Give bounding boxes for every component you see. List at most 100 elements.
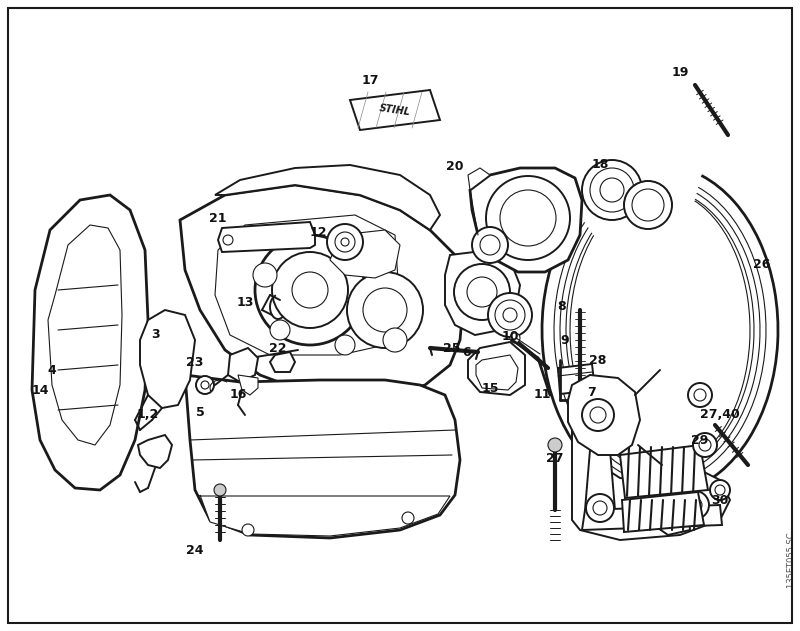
Text: 21: 21 <box>210 211 226 225</box>
Text: 12: 12 <box>310 225 326 239</box>
Polygon shape <box>568 375 640 455</box>
Circle shape <box>693 433 717 457</box>
Polygon shape <box>330 230 400 278</box>
Polygon shape <box>138 435 172 468</box>
Circle shape <box>347 272 423 348</box>
Circle shape <box>582 160 642 220</box>
Text: 18: 18 <box>591 158 609 172</box>
Text: 17: 17 <box>362 73 378 86</box>
Text: 16: 16 <box>230 389 246 401</box>
Circle shape <box>223 235 233 245</box>
Text: 24: 24 <box>186 543 204 557</box>
Circle shape <box>582 399 614 431</box>
Text: 27,40: 27,40 <box>700 408 740 422</box>
Polygon shape <box>350 90 440 130</box>
Polygon shape <box>618 515 650 535</box>
Text: 25: 25 <box>443 341 461 355</box>
Polygon shape <box>180 185 465 395</box>
Circle shape <box>335 335 355 355</box>
Text: 22: 22 <box>270 341 286 355</box>
Circle shape <box>590 407 606 423</box>
Circle shape <box>467 277 497 307</box>
Circle shape <box>327 224 363 260</box>
Circle shape <box>599 384 611 396</box>
Polygon shape <box>572 430 730 540</box>
Polygon shape <box>658 468 690 535</box>
Polygon shape <box>476 355 518 390</box>
Circle shape <box>402 512 414 524</box>
Circle shape <box>590 168 634 212</box>
Text: 28: 28 <box>590 355 606 367</box>
Circle shape <box>201 381 209 389</box>
Text: 1,2: 1,2 <box>137 408 159 422</box>
Circle shape <box>495 300 525 330</box>
Text: 29: 29 <box>691 433 709 447</box>
Text: 3: 3 <box>150 329 159 341</box>
Polygon shape <box>585 450 615 515</box>
Circle shape <box>500 190 556 246</box>
Circle shape <box>270 320 290 340</box>
Polygon shape <box>470 168 582 272</box>
Circle shape <box>363 288 407 332</box>
Polygon shape <box>215 215 400 355</box>
Circle shape <box>632 189 664 221</box>
Text: 7: 7 <box>588 386 596 399</box>
Text: 9: 9 <box>561 334 570 346</box>
Circle shape <box>214 484 226 496</box>
Circle shape <box>715 485 725 495</box>
Text: 19: 19 <box>671 66 689 78</box>
Circle shape <box>253 263 277 287</box>
Circle shape <box>710 480 730 500</box>
Circle shape <box>341 238 349 246</box>
Polygon shape <box>622 492 704 532</box>
Circle shape <box>196 376 214 394</box>
Polygon shape <box>32 195 148 490</box>
Circle shape <box>593 501 607 515</box>
Polygon shape <box>140 310 195 408</box>
Circle shape <box>593 378 617 402</box>
Polygon shape <box>215 165 440 230</box>
Circle shape <box>480 235 500 255</box>
Text: 13: 13 <box>236 295 254 309</box>
Polygon shape <box>48 225 122 445</box>
Circle shape <box>699 439 711 451</box>
Text: 4: 4 <box>48 363 56 377</box>
Polygon shape <box>185 375 460 538</box>
Circle shape <box>255 235 365 345</box>
Circle shape <box>242 524 254 536</box>
Circle shape <box>681 491 709 519</box>
Polygon shape <box>620 445 708 498</box>
Circle shape <box>454 264 510 320</box>
Polygon shape <box>468 168 490 190</box>
Text: 11: 11 <box>534 387 550 401</box>
Text: 23: 23 <box>186 355 204 369</box>
Text: 10: 10 <box>502 329 518 343</box>
Polygon shape <box>595 490 645 515</box>
Polygon shape <box>445 250 520 335</box>
Circle shape <box>472 227 508 263</box>
Circle shape <box>586 494 614 522</box>
Circle shape <box>292 272 328 308</box>
Circle shape <box>383 328 407 352</box>
Circle shape <box>486 176 570 260</box>
Circle shape <box>503 308 517 322</box>
Circle shape <box>688 498 702 512</box>
Text: 5: 5 <box>196 406 204 418</box>
Circle shape <box>510 333 520 343</box>
Text: 26: 26 <box>754 259 770 271</box>
Text: 30: 30 <box>711 493 729 507</box>
Circle shape <box>548 438 562 452</box>
Circle shape <box>335 232 355 252</box>
Polygon shape <box>468 342 525 395</box>
Text: 6: 6 <box>462 346 471 360</box>
Polygon shape <box>238 375 258 395</box>
Circle shape <box>624 181 672 229</box>
Circle shape <box>600 178 624 202</box>
Text: 8: 8 <box>558 300 566 312</box>
Text: STIHL: STIHL <box>378 103 411 117</box>
Circle shape <box>688 383 712 407</box>
Circle shape <box>694 389 706 401</box>
Text: 15: 15 <box>482 382 498 394</box>
Polygon shape <box>558 364 595 394</box>
Polygon shape <box>200 495 450 536</box>
